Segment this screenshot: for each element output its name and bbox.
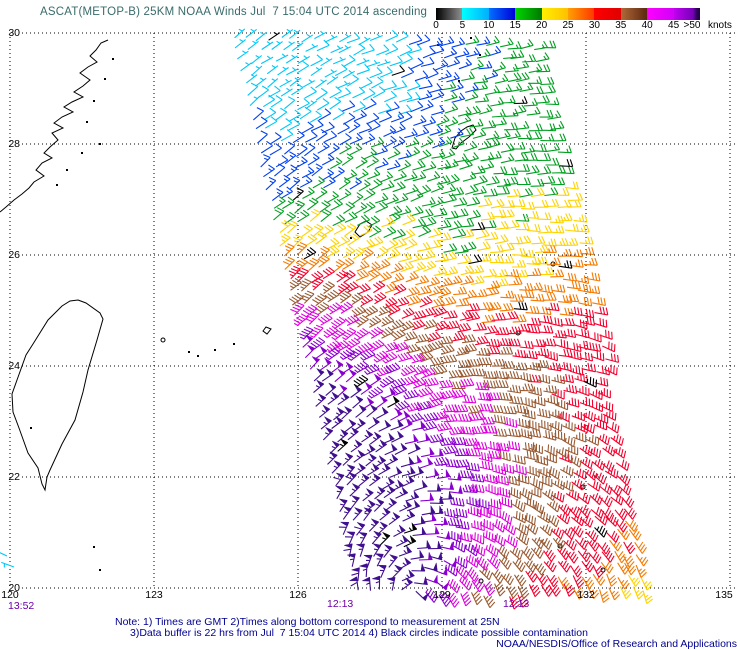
lat-tick-label: 24 bbox=[8, 359, 20, 372]
legend-tick-label: 20 bbox=[536, 20, 548, 31]
legend-segment-6 bbox=[594, 8, 621, 20]
legend-segment-9 bbox=[673, 8, 700, 20]
wind-barbs-f57a00 bbox=[282, 241, 649, 603]
wind-barbs-df00df bbox=[290, 301, 527, 608]
legend-tick-label: 45 bbox=[668, 20, 680, 31]
overpass-time-label: 12:13 bbox=[327, 598, 354, 610]
legend-segment-1 bbox=[462, 8, 489, 20]
legend-tick-label: 40 bbox=[641, 20, 653, 31]
wind-barbs-ffd300 bbox=[279, 181, 654, 605]
wind-barbs-9a5b33 bbox=[288, 277, 600, 609]
legend-tick-label: 10 bbox=[483, 20, 495, 31]
overpass-time-label: 13:52 bbox=[8, 600, 35, 612]
island-miyako bbox=[262, 326, 272, 335]
note-line-2: 3)Data buffer is 22 hrs from Jul 7 15:04… bbox=[130, 627, 588, 639]
legend-segment-7 bbox=[620, 8, 648, 20]
wind-barbs-f5002d bbox=[288, 265, 637, 610]
legend-units-label: knots bbox=[708, 20, 732, 31]
lat-tick-label: 28 bbox=[8, 137, 20, 150]
legend-segment-5 bbox=[567, 8, 595, 20]
legend-segment-4 bbox=[541, 8, 568, 20]
lat-tick-label: 30 bbox=[8, 26, 20, 39]
lat-tick-label: 20 bbox=[8, 581, 20, 594]
wind-barbs-3f0f8f bbox=[313, 371, 453, 601]
lon-tick-label: 132 bbox=[577, 589, 595, 601]
legend-segment-8 bbox=[647, 8, 674, 20]
note-line-1: Note: 1) Times are GMT 2)Times along bot… bbox=[115, 616, 500, 628]
credit-line: NOAA/NESDIS/Office of Research and Appli… bbox=[496, 638, 737, 650]
legend-tick-label: 25 bbox=[562, 20, 574, 31]
legend-segment-0 bbox=[436, 8, 463, 20]
coastline-taiwan bbox=[11, 299, 104, 492]
lon-tick-label: 129 bbox=[433, 589, 451, 601]
lat-tick-label: 26 bbox=[8, 248, 20, 261]
wind-speed-legend-bar bbox=[436, 8, 700, 20]
legend-tick-label: 30 bbox=[588, 20, 600, 31]
contamination-circles-layer bbox=[160, 261, 606, 584]
overpass-time-label: 12:13 bbox=[503, 598, 530, 610]
wind-barbs-0040f0 bbox=[253, 34, 502, 202]
legend-tick-label: 0 bbox=[433, 20, 439, 31]
lon-tick-label: 135 bbox=[715, 589, 733, 601]
legend-segment-3 bbox=[515, 8, 542, 20]
legend-tick-label: >50 bbox=[683, 20, 701, 31]
legend-tick-label: 5 bbox=[459, 20, 466, 31]
wind-barbs-00c8f8 bbox=[0, 28, 422, 568]
map-title: ASCAT(METOP-B) 25KM NOAA Winds Jul 7 15:… bbox=[40, 6, 428, 18]
wind-barbs-000000 bbox=[268, 31, 608, 548]
wind-barb-pennants-000000 bbox=[339, 395, 418, 544]
lat-tick-label: 22 bbox=[8, 470, 20, 483]
lon-tick-label: 126 bbox=[289, 589, 307, 601]
wind-barb-pennants-3f0f8f bbox=[315, 367, 454, 601]
wind-barbs-layer bbox=[0, 28, 654, 610]
wind-barbs-8a00d0 bbox=[299, 326, 490, 607]
legend-segment-2 bbox=[488, 8, 516, 20]
legend-tick-label: 35 bbox=[615, 20, 627, 31]
lon-tick-label: 120 bbox=[1, 589, 19, 601]
legend-tick-label: 15 bbox=[509, 20, 521, 31]
wind-barbs-00a020 bbox=[273, 35, 575, 254]
lon-tick-label: 123 bbox=[145, 589, 163, 601]
wind-barb-pennants-8a00d0 bbox=[304, 334, 463, 591]
coastline-china-coast bbox=[0, 39, 109, 213]
